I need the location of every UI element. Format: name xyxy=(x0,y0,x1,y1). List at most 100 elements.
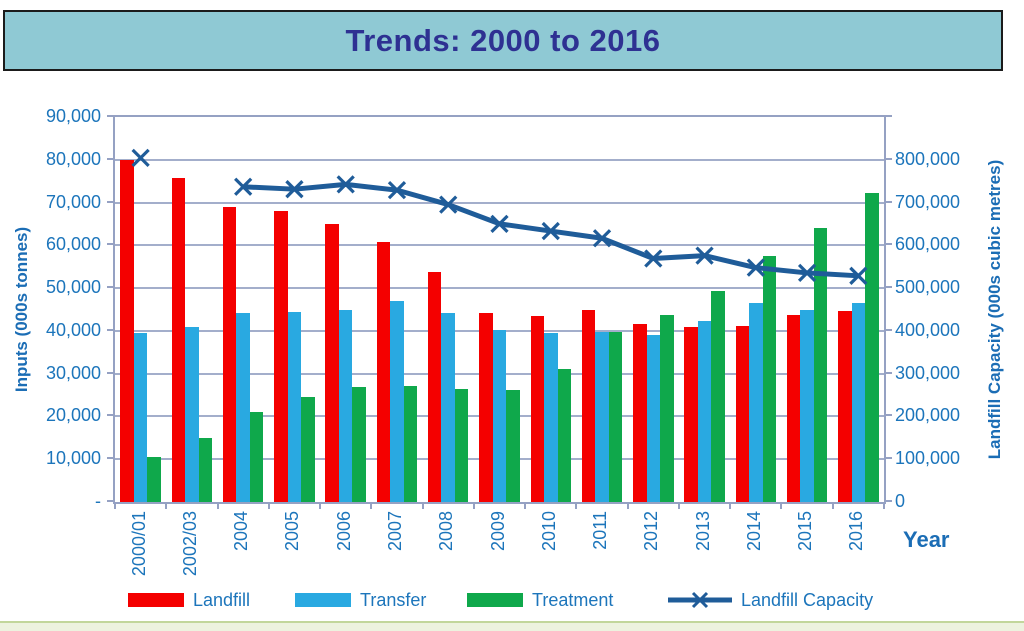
landfill-bar xyxy=(376,241,391,502)
bar-group xyxy=(474,117,525,502)
right-axis-label: 300,000 xyxy=(895,362,961,383)
right-axis-label: 700,000 xyxy=(895,191,961,212)
transfer-bar xyxy=(338,310,353,502)
legend-item: Treatment xyxy=(467,588,613,612)
treatment-legend-swatch xyxy=(467,593,523,607)
transfer-bar xyxy=(544,332,558,502)
transfer-bar xyxy=(697,321,712,502)
page-title: Trends: 2000 to 2016 xyxy=(345,22,661,58)
x-axis-tick xyxy=(421,502,424,509)
right-axis: 0 100,000 200,000 300,000 400,000 500,000 600,… xyxy=(895,117,1015,511)
gridline xyxy=(115,244,884,247)
capacity-x-marker xyxy=(592,229,612,248)
x-axis-label: 2006 xyxy=(333,511,354,552)
x-axis-tick xyxy=(472,502,475,509)
bar-group xyxy=(269,117,320,502)
x-axis-label: 2008 xyxy=(436,511,457,552)
capacity-x-marker xyxy=(439,195,458,214)
right-axis-tick xyxy=(884,200,892,203)
transfer-bar xyxy=(133,333,148,502)
right-axis-tick xyxy=(884,371,892,374)
bar-group xyxy=(525,117,576,502)
capacity-x-marker xyxy=(644,249,663,268)
transfer-bar xyxy=(185,326,199,502)
right-axis-tick xyxy=(884,286,892,289)
landfill-bar xyxy=(530,315,544,502)
capacity-x-marker xyxy=(695,246,714,265)
landfill-legend-swatch xyxy=(128,593,184,607)
capacity-x-marker xyxy=(234,177,253,196)
treatment-bar xyxy=(198,438,213,502)
right-axis-tick xyxy=(884,157,892,160)
transfer-bar xyxy=(749,302,763,502)
x-axis-label: 2014 xyxy=(743,511,764,552)
capacity-x-marker xyxy=(849,266,868,285)
treatment-bar xyxy=(813,228,828,502)
landfill-bar xyxy=(222,206,237,502)
legend-label: Landfill xyxy=(193,589,251,610)
x-axis-tick xyxy=(216,502,219,509)
bar-group xyxy=(679,117,730,502)
landfill-bar xyxy=(838,310,852,502)
x-axis-tick xyxy=(114,502,116,509)
left-axis-tick xyxy=(107,414,115,417)
capacity-x-marker xyxy=(336,175,355,194)
x-axis-tick xyxy=(575,502,578,509)
left-axis-tick xyxy=(107,500,115,502)
capacity-x-marker xyxy=(746,258,765,277)
plot-area xyxy=(113,115,886,504)
title-banner: Trends: 2000 to 2016 xyxy=(3,10,1003,71)
left-axis-label: 60,000 xyxy=(45,234,101,255)
transfer-bar xyxy=(441,312,455,502)
bar-group xyxy=(166,117,217,502)
legend-label: Landfill Capacity xyxy=(741,589,874,610)
landfill-bar xyxy=(479,313,493,502)
treatment-bar xyxy=(352,386,366,502)
left-axis-tick xyxy=(107,371,115,374)
gridline xyxy=(115,201,884,204)
x-axis-tick xyxy=(729,502,732,509)
x-axis-label: 2010 xyxy=(538,511,559,552)
x-axis-tick xyxy=(626,502,629,509)
left-axis-tick xyxy=(107,200,115,203)
bar-group xyxy=(423,117,474,502)
x-axis-label: 2013 xyxy=(692,511,713,552)
bar-group xyxy=(833,117,884,502)
x-axis-label: 2011 xyxy=(590,511,611,550)
treatment-bar xyxy=(147,457,161,502)
legend-item: Landfill Capacity xyxy=(668,588,873,612)
x-axis-tick xyxy=(370,502,373,509)
treatment-bar xyxy=(454,389,469,502)
capacity-line-layer xyxy=(131,148,868,285)
transfer-bar xyxy=(851,302,866,502)
x-axis-tick xyxy=(883,502,885,509)
landfill-bar xyxy=(171,178,186,502)
treatment-bar xyxy=(249,411,264,502)
treatment-bar xyxy=(301,397,315,502)
footer-strip xyxy=(0,621,1024,631)
bar-group xyxy=(115,117,166,502)
legend-label: Transfer xyxy=(360,589,427,610)
right-axis-label: 400,000 xyxy=(895,319,961,340)
right-axis-tick xyxy=(884,243,892,246)
x-axis-label: 2016 xyxy=(846,511,867,552)
x-axis-label: 2007 xyxy=(384,511,405,552)
transfer-bar xyxy=(236,312,250,502)
left-axis-tick xyxy=(107,115,115,117)
right-axis-label: 0 xyxy=(895,491,906,511)
x-axis-label: 2000/01 xyxy=(128,511,149,577)
bar-group xyxy=(576,117,627,502)
x-axis-tick xyxy=(677,502,680,509)
landfill-bar xyxy=(684,326,698,502)
left-axis-label: 40,000 xyxy=(45,319,101,340)
bar-group xyxy=(730,117,781,502)
left-axis-label: 10,000 xyxy=(45,448,101,469)
right-axis-label: 100,000 xyxy=(895,448,961,469)
left-axis-label: - xyxy=(95,491,101,511)
left-axis-tick xyxy=(107,243,115,246)
bar-group xyxy=(781,117,832,502)
treatment-bar xyxy=(762,256,777,502)
left-axis-label: 70,000 xyxy=(45,191,101,212)
x-axis-tick xyxy=(319,502,322,509)
